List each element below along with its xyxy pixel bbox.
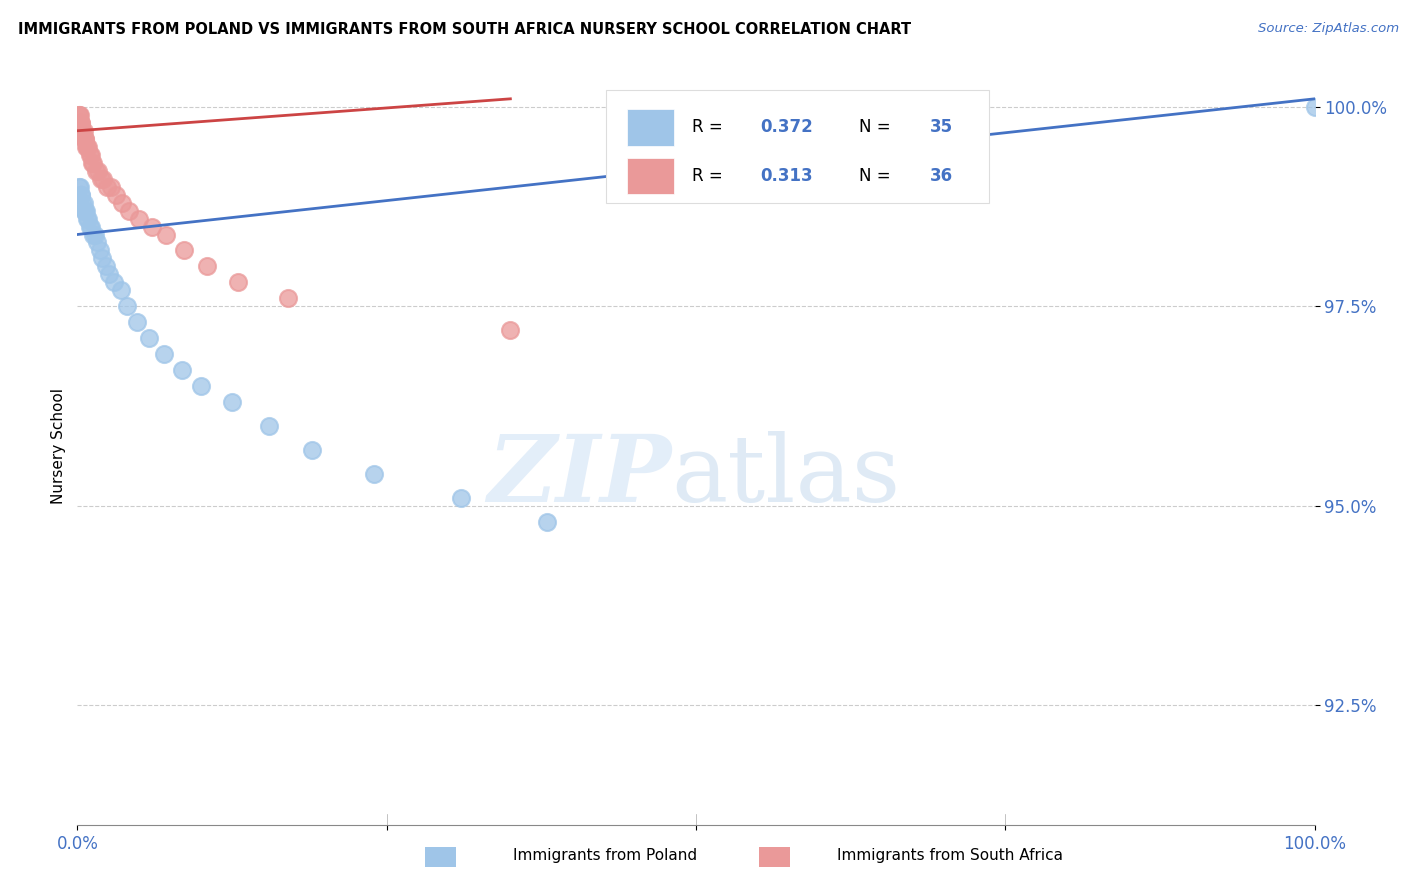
Point bbox=[76, 139, 98, 153]
Point bbox=[72, 124, 94, 138]
Point bbox=[72, 124, 94, 138]
FancyBboxPatch shape bbox=[759, 847, 790, 867]
Point bbox=[115, 299, 138, 313]
Point bbox=[301, 442, 323, 457]
Point bbox=[91, 171, 114, 186]
Point bbox=[141, 219, 163, 234]
Point bbox=[80, 147, 103, 161]
Point bbox=[450, 491, 472, 505]
Point bbox=[84, 163, 107, 178]
Point bbox=[82, 155, 104, 169]
Text: N =: N = bbox=[859, 119, 896, 136]
Point bbox=[91, 252, 114, 266]
FancyBboxPatch shape bbox=[627, 109, 673, 145]
Point bbox=[103, 276, 125, 290]
Point bbox=[221, 395, 243, 409]
Point bbox=[72, 195, 94, 210]
Point bbox=[80, 219, 103, 234]
Text: Immigrants from South Africa: Immigrants from South Africa bbox=[837, 848, 1063, 863]
Point bbox=[69, 108, 91, 122]
Point bbox=[363, 467, 385, 481]
Point bbox=[96, 179, 118, 194]
Point bbox=[79, 219, 101, 234]
Point bbox=[190, 379, 212, 393]
Text: atlas: atlas bbox=[671, 432, 900, 521]
Point bbox=[172, 363, 194, 377]
Point bbox=[79, 147, 101, 161]
Text: N =: N = bbox=[859, 167, 896, 186]
Point bbox=[69, 179, 91, 194]
Point bbox=[536, 515, 558, 529]
Point bbox=[67, 108, 90, 122]
Point bbox=[82, 155, 104, 169]
Point bbox=[70, 116, 93, 130]
Point bbox=[1303, 100, 1326, 114]
Point bbox=[67, 179, 90, 194]
Text: 35: 35 bbox=[929, 119, 953, 136]
Point bbox=[499, 323, 522, 337]
Point bbox=[195, 260, 218, 274]
Point bbox=[75, 139, 97, 153]
Point bbox=[118, 203, 141, 218]
Point bbox=[70, 116, 93, 130]
Point bbox=[72, 132, 94, 146]
Point bbox=[75, 203, 97, 218]
Point bbox=[73, 132, 96, 146]
Text: Immigrants from Poland: Immigrants from Poland bbox=[513, 848, 697, 863]
Point bbox=[257, 419, 280, 434]
Point bbox=[98, 268, 121, 282]
Point bbox=[72, 124, 94, 138]
Point bbox=[72, 203, 94, 218]
Point bbox=[82, 227, 104, 242]
Text: 36: 36 bbox=[929, 167, 953, 186]
FancyBboxPatch shape bbox=[627, 158, 673, 194]
Point bbox=[153, 347, 176, 361]
Point bbox=[72, 195, 94, 210]
Point bbox=[94, 260, 117, 274]
Point bbox=[111, 195, 134, 210]
Text: R =: R = bbox=[692, 119, 728, 136]
Point bbox=[70, 187, 93, 202]
Point bbox=[100, 179, 122, 194]
Point bbox=[70, 187, 93, 202]
Point bbox=[76, 211, 98, 226]
Point bbox=[77, 211, 100, 226]
FancyBboxPatch shape bbox=[425, 847, 456, 867]
Point bbox=[86, 235, 108, 250]
Text: 0.313: 0.313 bbox=[761, 167, 813, 186]
Point bbox=[87, 163, 110, 178]
Point bbox=[155, 227, 177, 242]
Point bbox=[104, 187, 127, 202]
Text: R =: R = bbox=[692, 167, 728, 186]
Point bbox=[89, 244, 111, 258]
Point bbox=[173, 244, 195, 258]
Point bbox=[83, 227, 105, 242]
Point bbox=[138, 331, 160, 345]
Point bbox=[125, 315, 148, 329]
Point bbox=[90, 171, 112, 186]
Point bbox=[110, 284, 132, 298]
Point bbox=[226, 276, 249, 290]
Point bbox=[73, 203, 96, 218]
FancyBboxPatch shape bbox=[606, 89, 990, 203]
Point bbox=[277, 291, 299, 305]
Point bbox=[67, 108, 90, 122]
Text: 0.372: 0.372 bbox=[761, 119, 813, 136]
Point bbox=[73, 132, 96, 146]
Text: Source: ZipAtlas.com: Source: ZipAtlas.com bbox=[1258, 22, 1399, 36]
Point bbox=[69, 116, 91, 130]
Point bbox=[77, 139, 100, 153]
Point bbox=[128, 211, 150, 226]
Y-axis label: Nursery School: Nursery School bbox=[51, 388, 66, 504]
Text: ZIP: ZIP bbox=[486, 432, 671, 521]
Text: IMMIGRANTS FROM POLAND VS IMMIGRANTS FROM SOUTH AFRICA NURSERY SCHOOL CORRELATIO: IMMIGRANTS FROM POLAND VS IMMIGRANTS FRO… bbox=[18, 22, 911, 37]
